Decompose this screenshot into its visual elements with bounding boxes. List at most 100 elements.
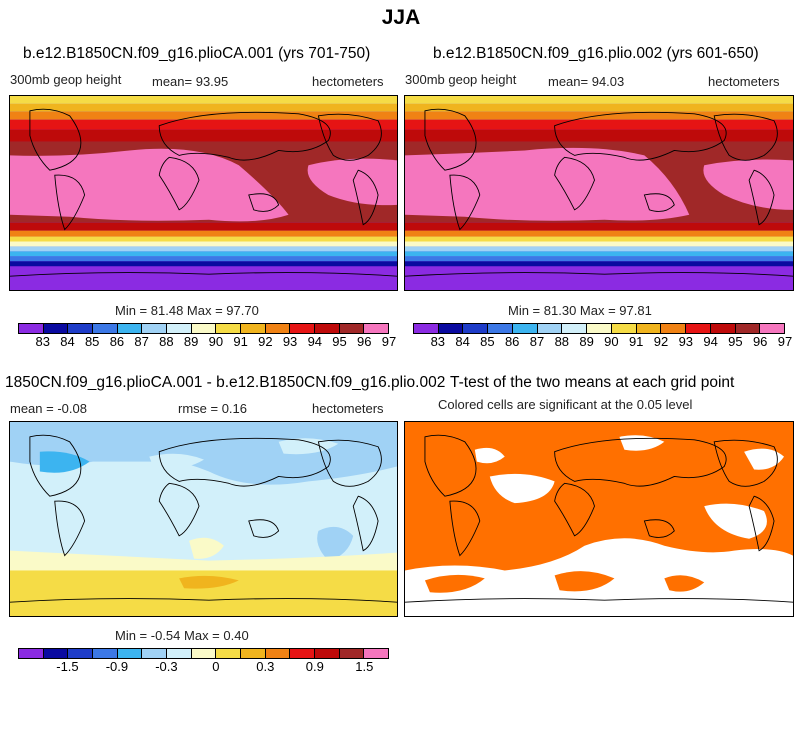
colorbar-swatch bbox=[265, 649, 291, 658]
colorbar-tick-label: 0 bbox=[212, 659, 220, 674]
colorbar-swatch bbox=[43, 324, 69, 333]
colorbar-swatch bbox=[512, 324, 538, 333]
colorbar-swatch bbox=[167, 649, 192, 658]
colorbar-swatch bbox=[661, 324, 687, 333]
colorbar-swatch bbox=[339, 649, 365, 658]
panel-3-colorbar bbox=[18, 648, 389, 659]
panel-2-colorbar-labels: 83 84 85 86 87 88 89 90 91 92 93 94 95 96 97 bbox=[413, 334, 793, 350]
colorbar-tick-label: 92 bbox=[653, 334, 669, 349]
colorbar-swatch bbox=[414, 324, 439, 333]
colorbar-tick-label: 88 bbox=[554, 334, 570, 349]
colorbar-tick-label: 96 bbox=[357, 334, 372, 349]
panel-2-map bbox=[404, 95, 794, 291]
colorbar-tick-label: 1.5 bbox=[355, 659, 374, 674]
colorbar-tick-label: 88 bbox=[159, 334, 174, 349]
colorbar-swatch bbox=[438, 324, 464, 333]
panel-1-variable: 300mb geop height bbox=[10, 72, 122, 87]
panel-2-map-graphic bbox=[405, 96, 793, 290]
colorbar-swatch bbox=[117, 649, 143, 658]
colorbar-tick-label: 93 bbox=[282, 334, 298, 349]
colorbar-swatch bbox=[241, 649, 266, 658]
panel-2-mean: mean= 94.03 bbox=[548, 74, 625, 89]
colorbar-swatch bbox=[710, 324, 736, 333]
panel-2-colorbar bbox=[413, 323, 785, 334]
figure-title: JJA bbox=[381, 6, 421, 29]
colorbar-swatch bbox=[142, 324, 168, 333]
colorbar-tick-label: 91 bbox=[233, 334, 248, 349]
colorbar-swatch bbox=[339, 324, 365, 333]
colorbar-swatch bbox=[562, 324, 588, 333]
panel-1-colorbar-labels: 83 84 85 86 87 88 89 90 91 92 93 94 95 96 97 bbox=[18, 334, 396, 350]
panel-1-colorbar bbox=[18, 323, 389, 334]
panel-4-map-graphic bbox=[405, 422, 793, 616]
colorbar-tick-label: 90 bbox=[208, 334, 224, 349]
colorbar-tick-label: 0.9 bbox=[305, 659, 324, 674]
colorbar-tick-label: 89 bbox=[183, 334, 199, 349]
colorbar-swatch bbox=[68, 324, 94, 333]
colorbar-swatch bbox=[19, 324, 44, 333]
colorbar-swatch bbox=[611, 324, 637, 333]
colorbar-tick-label: 94 bbox=[307, 334, 323, 349]
panel-1-units: hectometers bbox=[312, 74, 384, 89]
colorbar-swatch bbox=[43, 649, 69, 658]
colorbar-swatch bbox=[68, 649, 94, 658]
colorbar-tick-label: 86 bbox=[109, 334, 125, 349]
colorbar-tick-label: 94 bbox=[703, 334, 718, 349]
panel-3-units: hectometers bbox=[312, 401, 384, 416]
panel-3-minmax: Min = -0.54 Max = 0.40 bbox=[115, 628, 249, 643]
colorbar-swatch bbox=[216, 324, 242, 333]
colorbar-tick-label: 83 bbox=[430, 334, 446, 349]
colorbar-swatch bbox=[463, 324, 489, 333]
colorbar-swatch bbox=[587, 324, 612, 333]
colorbar-swatch bbox=[488, 324, 513, 333]
panel-1-title: b.e12.B1850CN.f09_g16.plioCA.001 (yrs 70… bbox=[23, 45, 371, 62]
colorbar-tick-label: 91 bbox=[628, 334, 644, 349]
colorbar-tick-label: 86 bbox=[504, 334, 520, 349]
colorbar-tick-label: -0.9 bbox=[105, 659, 129, 674]
colorbar-tick-label: 0.3 bbox=[256, 659, 275, 674]
colorbar-swatch bbox=[686, 324, 711, 333]
colorbar-tick-label: 84 bbox=[455, 334, 470, 349]
panel-1-map-graphic bbox=[10, 96, 397, 290]
colorbar-tick-label: 97 bbox=[381, 334, 397, 349]
colorbar-tick-label: 96 bbox=[752, 334, 768, 349]
colorbar-swatch bbox=[364, 649, 389, 658]
panel-2-title: b.e12.B1850CN.f09_g16.plio.002 (yrs 601-… bbox=[433, 45, 759, 62]
colorbar-swatch bbox=[191, 324, 217, 333]
colorbar-swatch bbox=[265, 324, 291, 333]
colorbar-tick-label: 89 bbox=[579, 334, 594, 349]
colorbar-swatch bbox=[735, 324, 761, 333]
colorbar-tick-label: 97 bbox=[777, 334, 793, 349]
colorbar-swatch bbox=[364, 324, 389, 333]
colorbar-swatch bbox=[290, 649, 316, 658]
colorbar-swatch bbox=[290, 324, 316, 333]
colorbar-swatch bbox=[241, 324, 266, 333]
colorbar-swatch bbox=[315, 324, 340, 333]
panel-4-title: T-test of the two means at each grid poi… bbox=[450, 374, 735, 391]
colorbar-swatch bbox=[19, 649, 44, 658]
colorbar-tick-label: 90 bbox=[604, 334, 619, 349]
panel-3-mean: mean = -0.08 bbox=[10, 401, 87, 416]
panel-3-title: 1850CN.f09_g16.plioCA.001 - b.e12.B1850C… bbox=[5, 374, 446, 391]
colorbar-swatch bbox=[537, 324, 563, 333]
colorbar-swatch bbox=[167, 324, 192, 333]
colorbar-tick-label: 85 bbox=[480, 334, 495, 349]
colorbar-tick-label: 95 bbox=[332, 334, 347, 349]
panel-2-minmax: Min = 81.30 Max = 97.81 bbox=[508, 303, 652, 318]
colorbar-swatch bbox=[191, 649, 217, 658]
colorbar-tick-label: 92 bbox=[258, 334, 273, 349]
colorbar-swatch bbox=[315, 649, 340, 658]
colorbar-tick-label: 83 bbox=[35, 334, 50, 349]
panel-3-map bbox=[9, 421, 398, 617]
panel-2-units: hectometers bbox=[708, 74, 780, 89]
colorbar-swatch bbox=[216, 649, 242, 658]
panel-1-mean: mean= 93.95 bbox=[152, 74, 229, 89]
colorbar-tick-label: 85 bbox=[84, 334, 100, 349]
colorbar-tick-label: 84 bbox=[60, 334, 75, 349]
colorbar-swatch bbox=[93, 324, 118, 333]
panel-1-minmax: Min = 81.48 Max = 97.70 bbox=[115, 303, 259, 318]
panel-1-map bbox=[9, 95, 398, 291]
colorbar-swatch bbox=[117, 324, 143, 333]
panel-3-colorbar-labels: -1.5 -0.9 -0.3 0 0.3 0.9 1.5 bbox=[18, 659, 389, 675]
colorbar-tick-label: 87 bbox=[529, 334, 545, 349]
